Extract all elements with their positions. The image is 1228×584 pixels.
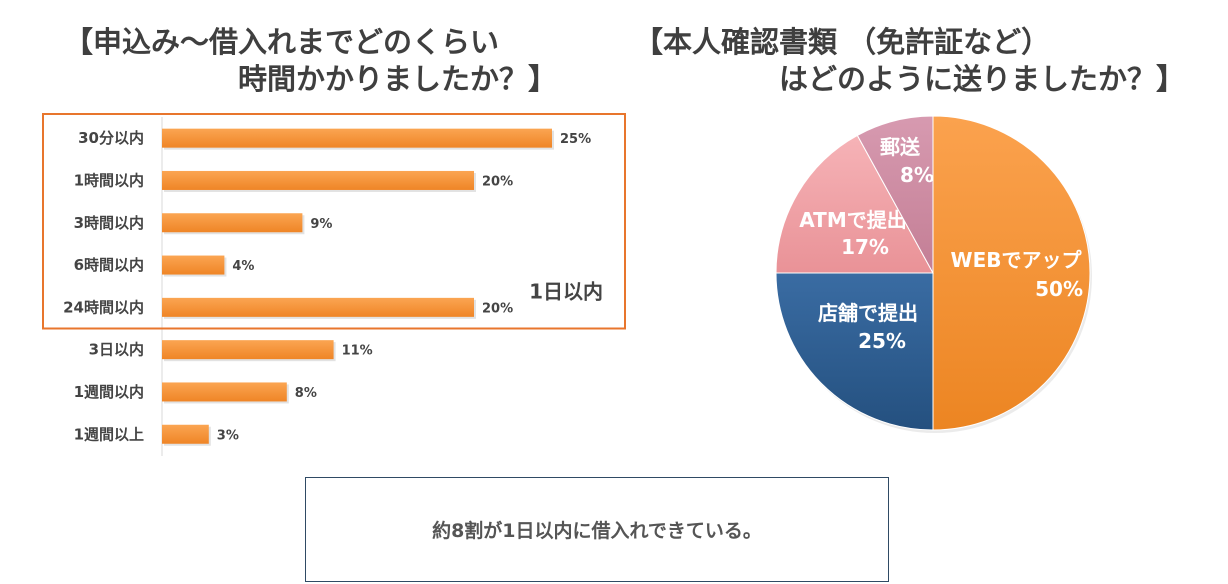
- slice-label: 店舗で提出: [818, 301, 918, 325]
- category-label: 1時間以内: [74, 171, 144, 189]
- category-label: 3時間以内: [74, 214, 144, 232]
- value-label: 25%: [560, 132, 591, 147]
- bar-chart-title: 【申込み～借入れまでどのくらい 時間かかりましたか？】: [64, 25, 558, 96]
- highlight-label: 1日以内: [529, 280, 603, 304]
- bar: [162, 128, 552, 148]
- value-label: 11%: [342, 344, 373, 359]
- pie-slice: [775, 134, 934, 274]
- summary-box: 約8割が1日以内に借入れできている。: [305, 477, 889, 582]
- value-label: 4%: [232, 259, 254, 274]
- slice-percent-label: 8%: [900, 163, 934, 187]
- value-label: 8%: [295, 386, 317, 401]
- pie-slice: [932, 115, 1091, 431]
- bar: [162, 255, 225, 275]
- id-document-pie-chart: WEBでアップ 50% 店舗で提出 25% ATMで提出 17% 郵送 8%: [775, 115, 1092, 433]
- category-label: 30分以内: [78, 129, 144, 147]
- pie-chart-title: 【本人確認書類 （免許証など） はどのように送りましたか？】: [634, 25, 1186, 96]
- slice-label: WEBでアップ: [951, 248, 1083, 272]
- bar: [162, 170, 474, 190]
- bar: [162, 340, 334, 360]
- time-to-loan-bar-chart: 30分以内 25% 1時間以内 20% 3時間以内 9% 6時間以内 4% 24時間以内 20% 3…: [42, 113, 626, 456]
- pie-slice: [775, 272, 934, 431]
- value-label: 20%: [482, 174, 513, 189]
- category-label: 6時間以内: [74, 256, 144, 274]
- bar: [162, 297, 474, 317]
- pie-slice: [856, 115, 934, 274]
- value-label: 9%: [310, 217, 332, 232]
- slice-label: ATMで提出: [799, 208, 906, 232]
- slice-label: 郵送: [880, 135, 921, 159]
- slice-percent-label: 25%: [858, 329, 906, 353]
- value-label: 3%: [217, 428, 239, 443]
- category-label: 3日以内: [89, 341, 144, 359]
- summary-text: 約8割が1日以内に借入れできている。: [432, 520, 762, 542]
- slice-percent-label: 50%: [1035, 277, 1083, 301]
- slice-percent-label: 17%: [841, 235, 889, 259]
- category-label: 1週間以内: [74, 383, 144, 401]
- value-label: 20%: [482, 301, 513, 316]
- bar: [162, 382, 287, 402]
- category-label: 1週間以上: [74, 425, 144, 443]
- bar: [162, 213, 303, 233]
- category-label: 24時間以内: [63, 298, 144, 316]
- highlight-box: [42, 113, 626, 330]
- bar: [162, 424, 209, 444]
